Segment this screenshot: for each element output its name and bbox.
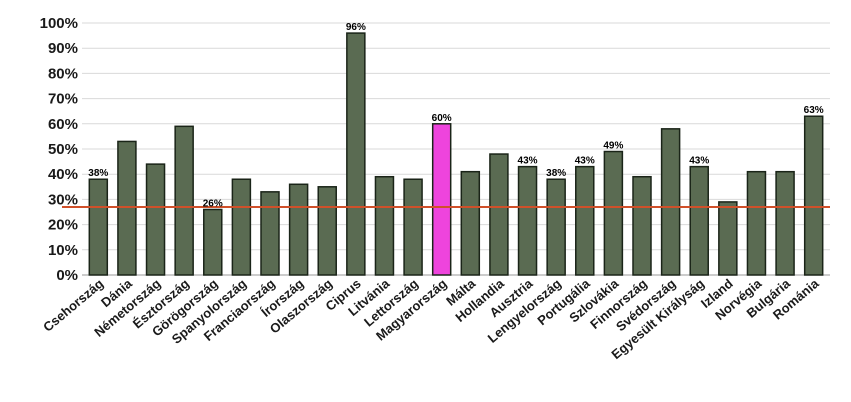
- y-tick-label: 70%: [48, 91, 78, 108]
- data-label: 43%: [575, 156, 595, 167]
- y-tick-label: 20%: [48, 217, 78, 234]
- data-label: 43%: [518, 156, 538, 167]
- bar: [603, 150, 624, 276]
- bar: [517, 165, 538, 276]
- data-label: 63%: [804, 105, 824, 116]
- bar: [145, 163, 166, 276]
- bar: [346, 32, 366, 276]
- data-label: 26%: [203, 198, 223, 209]
- bar: [775, 170, 795, 276]
- bar: [575, 165, 595, 276]
- y-tick-label: 0%: [56, 267, 78, 284]
- bar: [746, 170, 767, 276]
- bar: [231, 178, 252, 276]
- data-label: 49%: [603, 141, 623, 152]
- bar: [317, 186, 337, 276]
- data-label: 96%: [346, 22, 366, 33]
- bar: [431, 123, 452, 276]
- bar: [203, 208, 223, 276]
- category-labels: CsehországDániaNémetországÉsztországGörö…: [40, 275, 822, 362]
- bar: [689, 165, 709, 276]
- bar: [174, 125, 194, 276]
- data-label: 38%: [88, 168, 108, 179]
- y-tick-label: 30%: [48, 191, 78, 208]
- y-tick-label: 40%: [48, 166, 78, 183]
- bar: [117, 140, 137, 276]
- gridlines: [82, 22, 830, 276]
- bar: [88, 178, 109, 276]
- bar: [403, 178, 423, 276]
- y-axis-tick-labels: 0% 10% 20% 30% 40% 50% 60% 70% 80% 90% 100%: [40, 15, 78, 284]
- y-tick-label: 50%: [48, 141, 78, 158]
- bar: [803, 115, 824, 276]
- data-label: 43%: [689, 156, 709, 167]
- bar: [260, 191, 280, 276]
- data-label: 38%: [546, 168, 566, 179]
- y-tick-label: 60%: [48, 116, 78, 133]
- bar: [374, 175, 395, 276]
- y-tick-label: 90%: [48, 40, 78, 57]
- bar: [460, 170, 481, 276]
- data-labels: 38% 26% 96% 60% 43% 38% 43% 49% 43% 63%: [88, 22, 824, 209]
- bar: [660, 128, 681, 276]
- bar: [718, 201, 738, 276]
- bar: [489, 153, 509, 276]
- y-tick-label: 80%: [48, 65, 78, 82]
- bar: [546, 178, 566, 276]
- data-label: 60%: [432, 113, 452, 124]
- y-tick-label: 100%: [40, 15, 78, 32]
- bar: [288, 183, 309, 276]
- bar: [632, 175, 652, 276]
- y-tick-label: 10%: [48, 242, 78, 259]
- bars: [88, 32, 824, 276]
